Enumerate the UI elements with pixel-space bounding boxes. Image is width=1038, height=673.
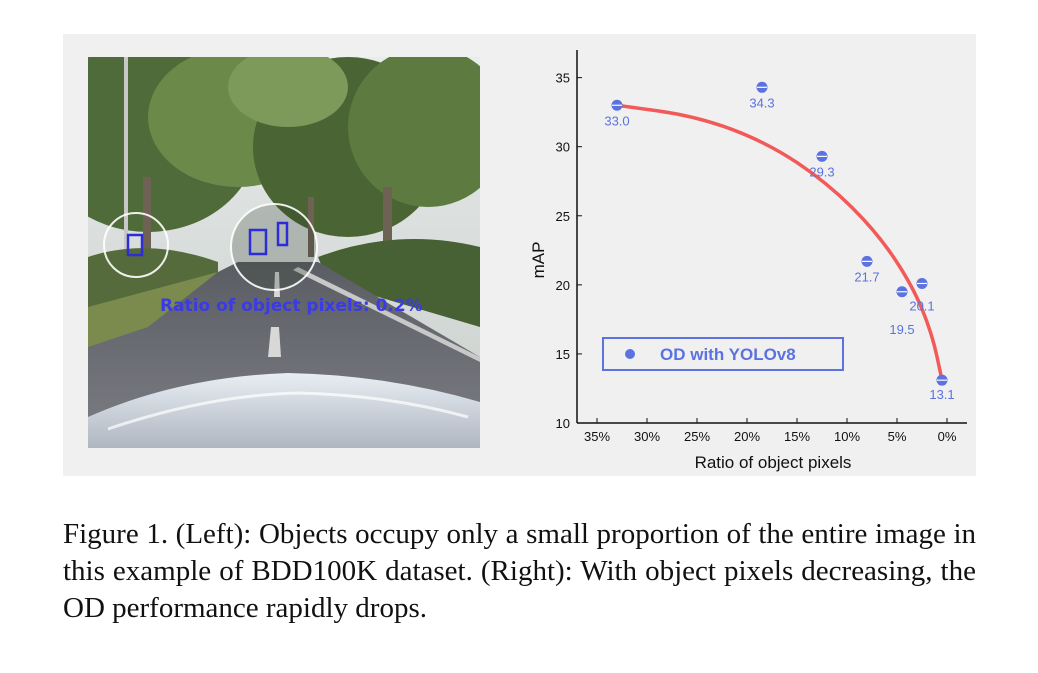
legend-label: OD with YOLOv8 [660,345,796,364]
y-tick-label: 15 [556,347,570,362]
chart-axes: 10 15 20 25 30 35 35% 30% 25% 20% 15% 10% 5% 0% [556,50,967,444]
y-tick-label: 20 [556,278,570,293]
x-tick-label: 5% [888,429,907,444]
data-label: 21.7 [854,269,879,284]
x-axis-label: Ratio of object pixels [695,453,852,472]
x-tick-label: 30% [634,429,660,444]
object-ratio-label: Ratio of object pixels: 0.2% [160,296,423,316]
x-tick-label: 20% [734,429,760,444]
legend-box [602,337,844,371]
x-tick-label: 15% [784,429,810,444]
data-label: 34.3 [749,95,774,110]
y-tick-label: 30 [556,140,570,155]
y-tick-label: 35 [556,71,570,86]
points-layer: 33.0 34.3 29.3 21.7 19.5 20.1 13.1 [604,81,955,402]
data-label: 19.5 [889,322,914,337]
x-tick-label: 35% [584,429,610,444]
legend: OD with YOLOv8 [602,337,844,371]
data-label: 33.0 [604,113,629,128]
trend-curve [615,103,944,382]
data-label: 13.1 [929,387,954,402]
road-scene-image [88,57,480,448]
y-axis-label: mAP [529,242,548,279]
y-tick-label: 25 [556,209,570,224]
data-label: 20.1 [909,298,934,313]
road-photo [88,57,480,448]
x-tick-label: 0% [938,429,957,444]
legend-marker [625,349,635,359]
trend-curve-layer [615,103,944,382]
x-tick-label: 25% [684,429,710,444]
data-label: 29.3 [809,164,834,179]
figure-caption: Figure 1. (Left): Objects occupy only a … [63,518,976,624]
x-tick-label: 10% [834,429,860,444]
y-tick-label: 10 [556,416,570,431]
